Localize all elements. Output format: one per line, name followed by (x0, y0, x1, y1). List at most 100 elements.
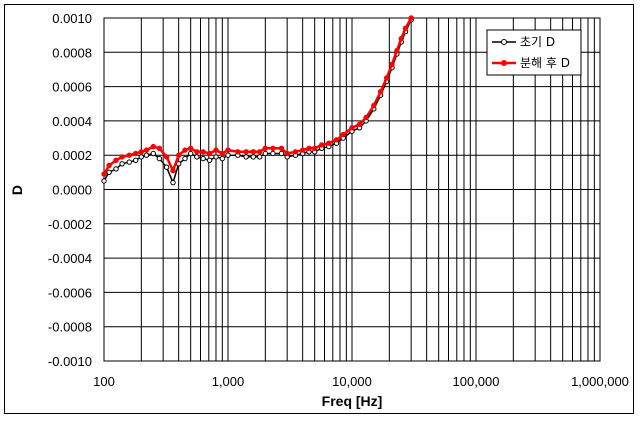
data-point-after (250, 149, 257, 155)
x-tick-label: 100 (93, 374, 115, 389)
y-gridlines (104, 51, 600, 328)
data-point-after (377, 89, 384, 95)
data-point-after (300, 147, 306, 153)
data-point-after (150, 143, 157, 150)
data-point-initial (150, 150, 157, 157)
data-point-after (143, 147, 150, 153)
legend-label-after: 분해 후 D (520, 56, 570, 70)
data-point-initial (262, 150, 268, 157)
data-point-after (389, 61, 395, 68)
legend-marker-after (501, 60, 507, 66)
data-point-initial (143, 152, 150, 158)
y-axis-title: D (9, 185, 25, 195)
data-point-initial (270, 150, 276, 157)
x-tick-labels: 100 1,000 10,000 100,000 1,000,000 (93, 374, 629, 389)
data-point-after (408, 15, 414, 21)
data-point-initial (101, 178, 107, 184)
legend: 초기 D 분해 후 D (486, 29, 582, 76)
data-point-after (126, 152, 133, 158)
data-point-after (257, 149, 263, 155)
data-point-after (235, 149, 241, 155)
y-tick-label: 0.0008 (52, 45, 92, 60)
data-point-initial (225, 152, 231, 158)
y-tick-label: -0.0006 (48, 285, 92, 300)
x-tick-label: 100,000 (453, 374, 500, 389)
data-point-after (113, 157, 119, 164)
data-point-after (383, 75, 390, 81)
data-point-after (292, 149, 299, 155)
y-tick-label: -0.0002 (48, 217, 92, 232)
data-point-after (262, 145, 268, 152)
data-point-initial (200, 155, 206, 162)
y-tick-label: 0.0006 (52, 80, 92, 95)
data-point-after (170, 167, 176, 174)
data-point-initial (119, 161, 125, 167)
legend-marker-initial (501, 39, 507, 45)
data-point-after (176, 152, 182, 158)
data-point-after (194, 149, 200, 155)
data-point-after (133, 150, 139, 157)
data-point-after (340, 131, 346, 138)
data-point-after (312, 145, 318, 152)
y-tick-label: -0.0008 (48, 320, 92, 335)
y-tick-label: 0.0002 (52, 148, 92, 163)
data-point-after (333, 137, 340, 143)
y-tick-label: 0.0010 (52, 11, 92, 26)
data-point-after (371, 102, 377, 109)
data-point-initial (133, 157, 139, 164)
data-point-after (326, 140, 332, 146)
data-point-initial (206, 157, 213, 164)
data-point-after (356, 121, 363, 128)
data-point-initial (243, 154, 249, 160)
data-point-initial (138, 154, 145, 160)
y-tick-label: 0.0004 (52, 114, 92, 129)
data-point-after (306, 145, 312, 152)
data-point-after (200, 149, 206, 155)
data-point-after (243, 149, 249, 155)
data-point-after (225, 147, 231, 153)
data-point-initial (163, 164, 170, 170)
data-point-after (138, 149, 145, 155)
data-point-initial (156, 155, 163, 162)
data-point-after (270, 145, 276, 152)
data-point-initial (219, 155, 226, 162)
data-point-after (284, 150, 290, 157)
y-tick-label: -0.0004 (48, 251, 92, 266)
data-point-initial (182, 155, 188, 162)
data-point-initial (213, 154, 219, 160)
data-point-initial (126, 159, 133, 165)
y-tick-label: 0.0000 (52, 183, 92, 198)
data-point-after (188, 145, 194, 152)
y-tick-labels: 0.0010 0.0008 0.0006 0.0004 0.0002 0.0000 -0.0… (48, 11, 92, 369)
data-point-after (349, 125, 355, 131)
data-point-after (163, 154, 170, 160)
data-point-after (398, 35, 404, 42)
data-point-initial (113, 166, 119, 172)
series-layer (101, 15, 414, 186)
legend-label-initial: 초기 D (520, 35, 555, 49)
data-point-after (101, 171, 107, 177)
data-point-initial (194, 154, 200, 160)
data-point-after (213, 147, 219, 153)
data-point-initial (250, 154, 257, 160)
data-point-after (402, 25, 409, 31)
data-point-after (394, 47, 400, 54)
x-tick-label: 1,000 (212, 374, 245, 389)
data-point-initial (278, 150, 285, 157)
data-point-initial (170, 179, 176, 186)
data-point-after (156, 145, 163, 152)
data-point-after (119, 154, 125, 160)
data-point-after (182, 147, 188, 153)
x-tick-label: 10,000 (332, 374, 372, 389)
data-point-after (278, 145, 285, 152)
legend-box (486, 29, 582, 76)
data-point-after (363, 114, 369, 121)
x-tick-label: 1,000,000 (571, 374, 629, 389)
data-point-initial (106, 169, 112, 176)
data-point-after (106, 162, 112, 169)
data-point-after (206, 150, 213, 157)
y-tick-label: -0.0010 (48, 354, 92, 369)
data-point-initial (188, 150, 194, 157)
x-axis-title: Freq [Hz] (322, 393, 383, 409)
data-point-initial (257, 154, 263, 160)
